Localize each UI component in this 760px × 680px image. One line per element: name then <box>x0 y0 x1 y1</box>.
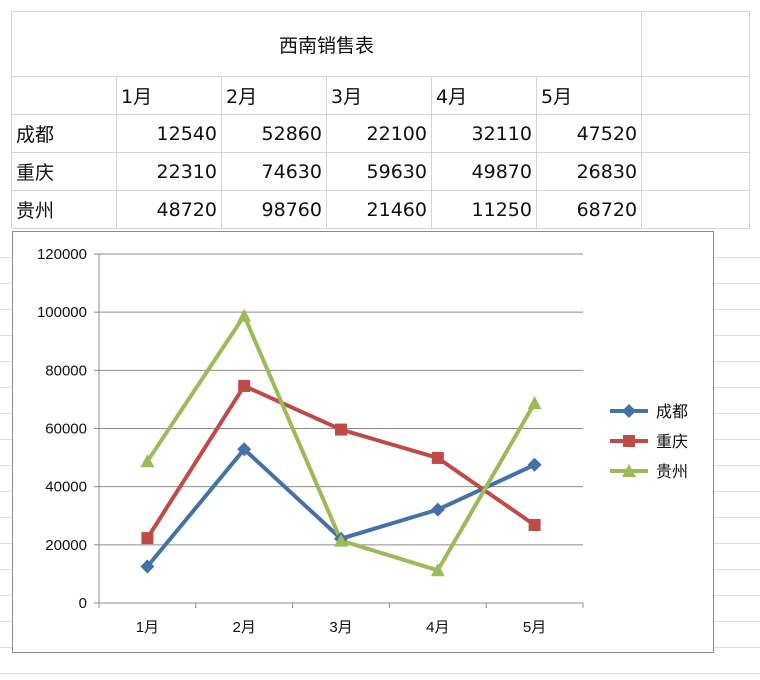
x-tick-label: 4月 <box>426 619 449 636</box>
series-line-square <box>145 383 536 540</box>
month-header-cell[interactable]: 4月 <box>431 76 537 115</box>
x-tick-label: 2月 <box>233 619 256 636</box>
x-tick-label: 1月 <box>136 619 159 636</box>
data-point-diamond <box>430 502 445 517</box>
empty-cell[interactable] <box>641 76 751 115</box>
sales-table: 西南销售表 1月 2月 3月 4月 5月 成都 12540 52860 2210… <box>10 11 751 229</box>
value-cell[interactable]: 11250 <box>431 190 537 229</box>
data-point-triangle <box>334 533 348 547</box>
data-point-triangle <box>430 563 445 577</box>
data-point-diamond <box>237 442 252 457</box>
data-point-square <box>528 518 541 531</box>
y-tick-label: 80000 <box>45 362 87 379</box>
value-cell[interactable]: 22310 <box>116 152 222 191</box>
month-header-cell[interactable]: 5月 <box>535 76 643 115</box>
x-tick-label: 5月 <box>523 619 546 636</box>
value-cell[interactable]: 98760 <box>221 190 327 229</box>
data-point-square <box>141 532 154 545</box>
data-point-square <box>335 423 347 436</box>
value-cell[interactable]: 21460 <box>326 190 432 229</box>
header-corner-cell[interactable] <box>11 76 117 115</box>
data-point-triangle <box>527 396 542 410</box>
y-tick-label: 60000 <box>45 421 87 438</box>
data-point-square <box>238 379 251 392</box>
legend-marker-diamond <box>622 404 636 418</box>
y-tick-label: 0 <box>79 595 87 612</box>
data-point-square <box>431 451 444 464</box>
legend-label: 成都 <box>656 402 688 421</box>
data-point-triangle <box>237 308 252 322</box>
value-cell[interactable]: 59630 <box>326 152 432 191</box>
value-cell[interactable]: 74630 <box>221 152 327 191</box>
city-cell[interactable]: 重庆 <box>11 152 117 191</box>
y-tick-label: 40000 <box>45 479 87 496</box>
value-cell[interactable]: 52860 <box>221 114 327 153</box>
value-cell[interactable]: 47520 <box>535 114 643 153</box>
empty-cell[interactable] <box>641 190 751 229</box>
legend-marker-square <box>623 435 635 447</box>
series-line-diamond <box>145 447 536 568</box>
x-tick-label: 3月 <box>329 619 352 636</box>
value-cell[interactable]: 22100 <box>326 114 432 153</box>
value-cell[interactable]: 48720 <box>116 190 222 229</box>
data-point-diamond <box>527 457 542 472</box>
sheet-title[interactable]: 西南销售表 <box>10 11 643 77</box>
value-cell[interactable]: 68720 <box>535 190 643 229</box>
y-tick-label: 100000 <box>37 304 87 321</box>
y-tick-label: 20000 <box>45 537 87 554</box>
value-cell[interactable]: 32110 <box>431 114 537 153</box>
month-header-cell[interactable]: 3月 <box>326 76 432 115</box>
legend-label: 贵州 <box>656 462 688 481</box>
legend-label: 重庆 <box>656 432 688 451</box>
city-cell[interactable]: 贵州 <box>11 190 117 229</box>
data-point-diamond <box>140 559 155 574</box>
chart-canvas: 0 20000 40000 60000 80000 100000 120000 1月 2月 3月 4… <box>37 246 688 636</box>
value-cell[interactable]: 12540 <box>116 114 222 153</box>
empty-cell[interactable] <box>641 114 751 153</box>
value-cell[interactable]: 49870 <box>431 152 537 191</box>
month-header-cell[interactable]: 1月 <box>116 76 222 115</box>
value-cell[interactable]: 26830 <box>535 152 643 191</box>
data-point-triangle <box>140 454 155 468</box>
line-chart[interactable]: 0 20000 40000 60000 80000 100000 120000 1月 2月 3月 4… <box>12 231 714 653</box>
city-cell[interactable]: 成都 <box>11 114 117 153</box>
y-tick-label: 120000 <box>37 246 87 263</box>
month-header-cell[interactable]: 2月 <box>221 76 327 115</box>
empty-cell[interactable] <box>641 11 751 77</box>
legend-marker-triangle <box>622 464 636 477</box>
empty-cell[interactable] <box>641 152 751 191</box>
